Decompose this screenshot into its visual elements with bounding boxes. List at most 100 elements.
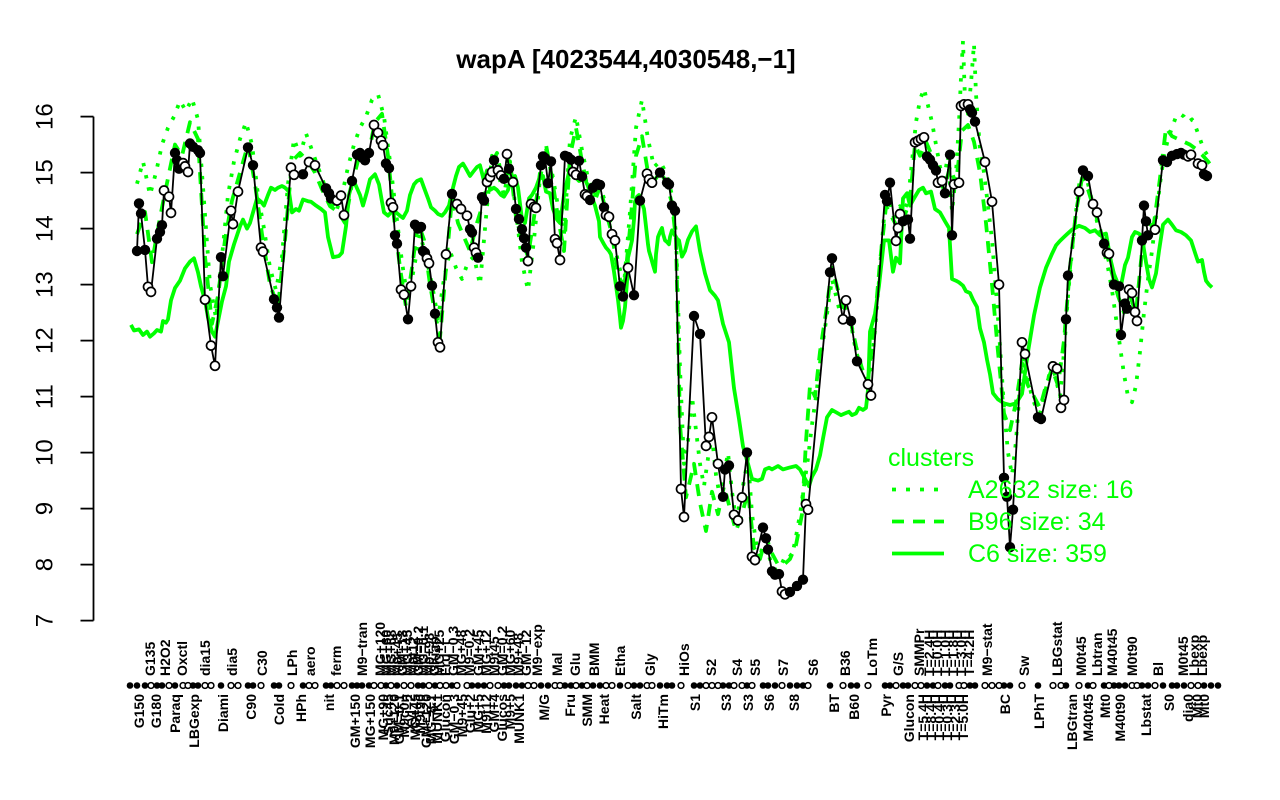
svg-text:Oxctl: Oxctl xyxy=(174,641,190,676)
svg-text:M9−stat: M9−stat xyxy=(979,623,995,676)
svg-text:Diami: Diami xyxy=(215,694,231,732)
svg-text:MG+48: MG+48 xyxy=(453,629,469,676)
svg-text:Gluap: Gluap xyxy=(426,636,442,676)
svg-text:T=2.3H: T=2.3H xyxy=(947,694,963,740)
svg-text:Heat: Heat xyxy=(596,694,612,725)
svg-text:wapA [4023544,4030548,−1]: wapA [4023544,4030548,−1] xyxy=(455,44,795,74)
svg-text:T=5.0H: T=5.0H xyxy=(955,694,971,740)
svg-text:S6: S6 xyxy=(805,659,821,676)
svg-text:M9+45: M9+45 xyxy=(389,633,405,676)
svg-text:Lbtran: Lbtran xyxy=(1089,632,1105,676)
svg-text:M40t90: M40t90 xyxy=(1112,694,1128,742)
svg-text:GM+13: GM+13 xyxy=(394,629,410,676)
svg-text:8: 8 xyxy=(31,558,58,571)
svg-text:SMMPr: SMMPr xyxy=(911,628,927,676)
svg-text:M9−tran: M9−tran xyxy=(354,622,370,676)
svg-text:T=0.4H: T=0.4H xyxy=(931,694,947,740)
svg-text:GM+150: GM+150 xyxy=(347,694,363,748)
svg-text:LBGstat: LBGstat xyxy=(1049,621,1065,676)
svg-text:GM−0.3: GM−0.3 xyxy=(446,694,462,744)
svg-text:H2O2: H2O2 xyxy=(157,639,173,676)
svg-text:Paraq: Paraq xyxy=(167,694,183,733)
svg-text:aero: aero xyxy=(302,646,318,676)
svg-text:Glu+2: Glu+2 xyxy=(462,694,478,734)
svg-text:MG=0.1: MG=0.1 xyxy=(415,626,431,676)
svg-text:G/S: G/S xyxy=(890,652,906,676)
svg-text:LPh: LPh xyxy=(284,650,300,676)
svg-text:MG+120: MG+120 xyxy=(372,622,388,676)
svg-text:M9+5: M9+5 xyxy=(502,694,518,730)
svg-text:10: 10 xyxy=(31,439,58,466)
svg-text:Mt0: Mt0 xyxy=(1097,694,1113,718)
svg-text:16: 16 xyxy=(31,103,58,130)
svg-text:Glucon: Glucon xyxy=(901,694,917,742)
svg-text:Lbexp: Lbexp xyxy=(1194,635,1210,676)
svg-text:ferm: ferm xyxy=(328,646,344,676)
svg-text:BC: BC xyxy=(997,694,1013,714)
svg-text:MUNK1: MUNK1 xyxy=(511,694,527,744)
svg-text:Suc45: Suc45 xyxy=(380,694,396,735)
svg-text:MG+68: MG+68 xyxy=(383,629,399,676)
svg-text:clusters: clusters xyxy=(888,444,974,472)
svg-text:MG+60: MG+60 xyxy=(378,629,394,676)
svg-text:M9+120: M9+120 xyxy=(386,694,402,745)
svg-text:nit: nit xyxy=(321,694,337,711)
svg-text:GM=0.2: GM=0.2 xyxy=(410,626,426,676)
svg-text:MG+90: MG+90 xyxy=(375,694,391,741)
svg-text:9: 9 xyxy=(31,502,58,515)
svg-text:T=1.0H: T=1.0H xyxy=(937,630,953,676)
svg-text:C6 size: 359: C6 size: 359 xyxy=(968,540,1107,568)
svg-text:GM−0.3: GM−0.3 xyxy=(445,626,461,676)
svg-text:LPhT: LPhT xyxy=(1031,694,1047,729)
svg-text:T=0.0H: T=0.0H xyxy=(929,630,945,676)
svg-text:M9t90: M9t90 xyxy=(412,694,428,734)
svg-text:Glu: Glu xyxy=(567,653,583,676)
svg-text:MUNK1: MUNK1 xyxy=(429,694,445,744)
svg-text:M40t45: M40t45 xyxy=(1080,694,1096,742)
svg-text:S7: S7 xyxy=(775,659,791,676)
svg-text:HPh: HPh xyxy=(293,694,309,722)
svg-text:MG=8.1: MG=8.1 xyxy=(423,694,439,744)
svg-text:GM+120: GM+120 xyxy=(418,694,434,748)
svg-text:12: 12 xyxy=(31,327,58,354)
svg-text:M9t12: M9t12 xyxy=(405,636,421,676)
svg-text:Glucon: Glucon xyxy=(437,694,453,742)
svg-text:S8: S8 xyxy=(786,694,802,711)
svg-text:dia15: dia15 xyxy=(197,640,213,676)
svg-text:dia5: dia5 xyxy=(224,648,240,676)
svg-text:MG+25: MG+25 xyxy=(431,629,447,676)
svg-text:T=4.2H: T=4.2H xyxy=(961,630,977,676)
svg-text:HiOs: HiOs xyxy=(676,643,692,676)
svg-text:M9t45: M9t45 xyxy=(486,636,502,676)
svg-text:Pyr: Pyr xyxy=(878,693,894,716)
svg-text:Xyl−2: Xyl−2 xyxy=(402,694,418,731)
svg-text:Mt0: Mt0 xyxy=(1196,694,1212,718)
svg-text:S4: S4 xyxy=(729,659,745,676)
svg-text:MG+60: MG+60 xyxy=(502,629,518,676)
svg-text:Glucos: Glucos xyxy=(494,694,510,742)
svg-text:Sw: Sw xyxy=(1016,656,1032,676)
svg-text:LBGtran: LBGtran xyxy=(1064,694,1080,750)
svg-text:T=2.4H: T=2.4H xyxy=(921,630,937,676)
svg-text:T=5.4H: T=5.4H xyxy=(915,694,931,740)
svg-text:Fru: Fru xyxy=(562,694,578,717)
svg-text:M9+45: M9+45 xyxy=(454,694,470,737)
svg-text:MG+5: MG+5 xyxy=(470,694,486,733)
svg-text:M9−exp: M9−exp xyxy=(529,624,545,676)
svg-text:GM−12: GM−12 xyxy=(518,629,534,676)
svg-text:MG+45: MG+45 xyxy=(407,694,423,741)
svg-text:Etha: Etha xyxy=(612,645,628,676)
svg-text:S0: S0 xyxy=(1161,694,1177,711)
svg-text:GM+4: GM+4 xyxy=(486,694,502,733)
svg-text:BT: BT xyxy=(826,694,842,713)
svg-text:13: 13 xyxy=(31,271,58,298)
svg-text:GM=0.1: GM=0.1 xyxy=(391,694,407,744)
svg-text:11: 11 xyxy=(31,384,58,409)
svg-text:MG+45: MG+45 xyxy=(399,629,415,676)
svg-text:S6: S6 xyxy=(761,694,777,711)
svg-text:M9t12: M9t12 xyxy=(478,694,494,734)
svg-text:Lbstat: Lbstat xyxy=(1138,694,1154,736)
svg-text:S2: S2 xyxy=(703,659,719,676)
svg-text:Mal: Mal xyxy=(549,653,565,676)
svg-text:C30: C30 xyxy=(254,650,270,676)
